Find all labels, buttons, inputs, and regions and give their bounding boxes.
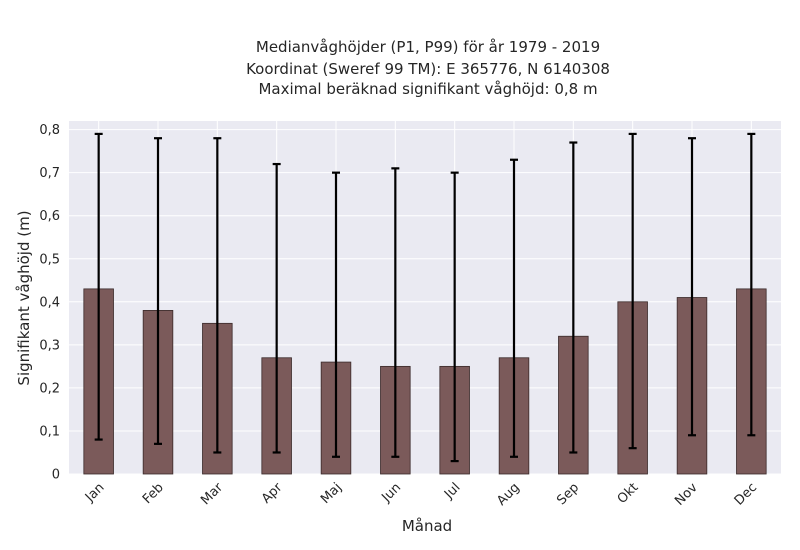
chart-title: Medianvåghöjder (P1, P99) för år 1979 - … — [246, 38, 610, 98]
errorbar-jan — [94, 132, 103, 441]
x-tick-label: Okt — [615, 480, 642, 507]
x-tick-label: Jul — [441, 480, 463, 502]
x-tick-label: Dec — [732, 480, 760, 508]
y-tick-label: 0,4 — [39, 295, 60, 310]
y-tick-label: 0 — [52, 468, 60, 483]
errorbar-maj — [332, 171, 340, 458]
y-tick-label: 0,7 — [39, 166, 60, 181]
errorbar-feb — [154, 137, 162, 445]
x-tick-label: Sep — [554, 480, 582, 508]
y-tick-label: 0,5 — [39, 252, 60, 267]
chart-title-line-3: Maximal beräknad signifikant våghöjd: 0,… — [258, 80, 597, 98]
x-tick-label: Jun — [378, 480, 404, 506]
x-tick-label: Aug — [494, 480, 523, 509]
y-tick-label: 0,6 — [39, 209, 60, 224]
y-tick-label: 0,1 — [39, 424, 60, 439]
x-axis-label: Månad — [402, 517, 452, 535]
errorbar-aug — [510, 158, 518, 458]
errorbar-sep — [569, 141, 578, 454]
errorbar-dec — [747, 132, 756, 437]
errorbar-mar — [213, 137, 222, 454]
x-tick-label: Apr — [259, 480, 286, 507]
x-tick-label: Mar — [198, 480, 226, 508]
x-axis-ticks: Jan Feb Mar Apr Maj Jun Jul Aug Sep Okt Nov Dec — [82, 480, 760, 509]
y-axis-ticks: 0 0,1 0,2 0,3 0,4 0,5 0,6 0,7 0,8 — [39, 123, 60, 482]
errorbar-okt — [628, 132, 637, 450]
x-tick-label: Nov — [672, 480, 701, 509]
y-tick-label: 0,8 — [39, 123, 60, 138]
y-tick-label: 0,2 — [39, 381, 60, 396]
errorbar-nov — [688, 137, 696, 437]
x-tick-label: Maj — [318, 480, 345, 507]
errorbar-jun — [391, 167, 400, 458]
x-tick-label: Jan — [82, 480, 107, 505]
chart-title-line-1: Medianvåghöjder (P1, P99) för år 1979 - … — [256, 38, 600, 56]
errorbar-jul — [450, 171, 459, 463]
error-bars — [94, 132, 756, 463]
chart-title-line-2: Koordinat (Sweref 99 TM): E 365776, N 61… — [246, 60, 610, 78]
y-axis-label: Signifikant våghöjd (m) — [15, 210, 33, 385]
x-tick-label: Feb — [140, 480, 167, 507]
plot-area — [69, 121, 781, 474]
y-tick-label: 0,3 — [39, 338, 60, 353]
errorbar-apr — [272, 162, 281, 454]
